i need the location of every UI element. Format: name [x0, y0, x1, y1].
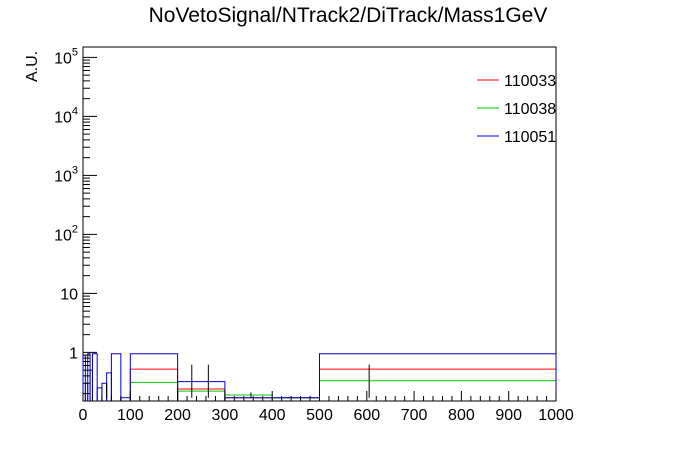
y-tick-label: 1	[69, 345, 78, 362]
x-tick-label: 800	[448, 407, 475, 424]
x-tick-label: 100	[117, 407, 144, 424]
series-110051-bin	[319, 353, 557, 401]
y-tick-label: 102	[54, 223, 78, 244]
legend-label-110038: 110038	[504, 101, 556, 118]
series-110033-bin	[319, 368, 557, 401]
series-110051-bin	[96, 387, 103, 401]
series-110038-bin	[177, 390, 226, 401]
x-tick-label: 400	[259, 407, 286, 424]
series-110038-bin	[129, 381, 179, 401]
x-tick-label: 500	[306, 407, 333, 424]
plot-frame	[82, 46, 557, 402]
y-tick-label: 103	[54, 164, 78, 185]
x-tick-label: 1000	[538, 407, 574, 424]
chart-title: NoVetoSignal/NTrack2/DiTrack/Mass1GeV	[148, 4, 548, 27]
series-110051-bin	[101, 382, 108, 401]
series-110033-bin	[129, 368, 179, 401]
series-110038-bin	[319, 380, 557, 401]
legend-label-110033: 110033	[504, 73, 556, 90]
legend-label-110051: 110051	[504, 129, 556, 146]
x-tick-label: 700	[401, 407, 428, 424]
y-tick-label: 105	[54, 46, 78, 67]
x-tick-label: 200	[164, 407, 191, 424]
x-tick-label: 600	[353, 407, 380, 424]
y-tick-label: 10	[60, 286, 78, 303]
series-110051-bin	[106, 372, 112, 401]
x-tick-label: 900	[495, 407, 522, 424]
series-110051-bin	[129, 353, 179, 401]
y-tick-label: 104	[54, 105, 78, 126]
x-tick-label: 300	[212, 407, 239, 424]
series-110051-bin	[110, 353, 122, 401]
series-110051-bin	[91, 353, 98, 401]
x-tick-label: 0	[79, 407, 88, 424]
